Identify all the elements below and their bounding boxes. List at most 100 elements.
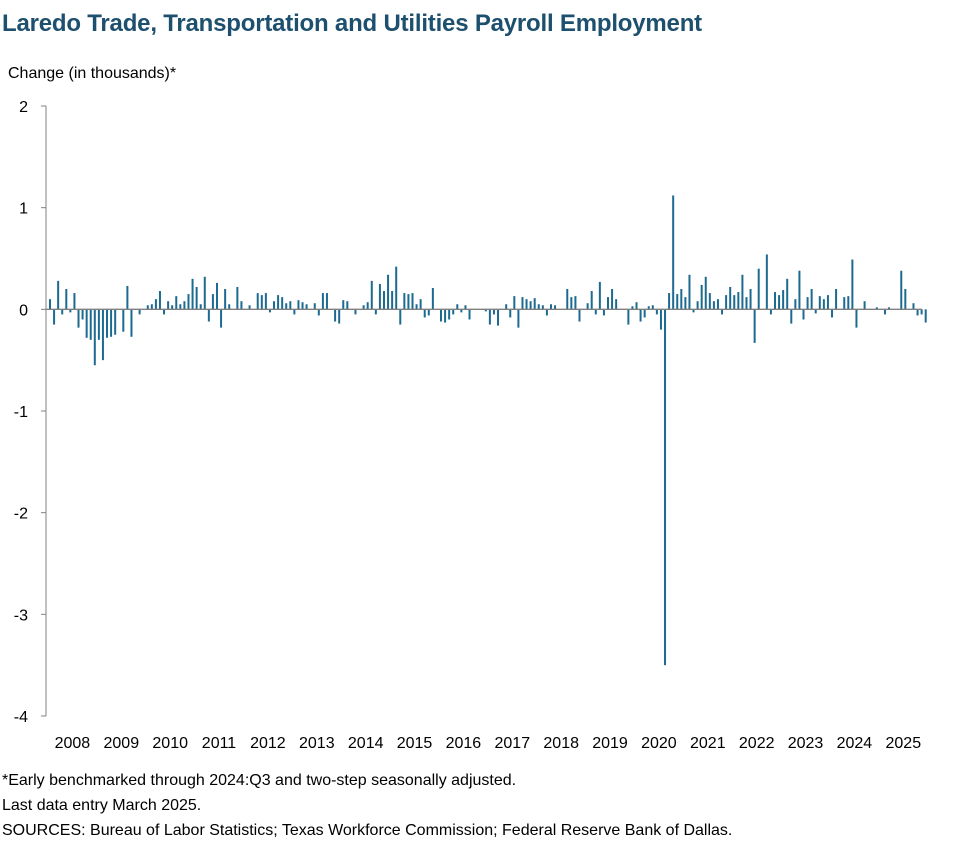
bar	[647, 306, 650, 310]
x-tick-label: 2008	[55, 735, 91, 752]
bar	[61, 309, 64, 315]
chart-title: Laredo Trade, Transportation and Utiliti…	[2, 10, 702, 37]
bar	[700, 284, 703, 310]
bar	[484, 309, 487, 312]
bar	[912, 303, 915, 310]
bar	[810, 289, 813, 310]
bar	[676, 294, 679, 310]
x-tick-label: 2022	[739, 735, 775, 752]
bar	[65, 289, 68, 310]
bar	[729, 286, 732, 310]
bar	[529, 301, 532, 310]
bar	[448, 309, 451, 320]
bar	[847, 296, 850, 310]
bar	[382, 291, 385, 310]
bar	[264, 293, 267, 310]
bar	[916, 309, 919, 316]
bar	[293, 309, 296, 315]
bar	[631, 306, 634, 310]
bar	[741, 274, 744, 310]
bar	[419, 299, 422, 310]
bar	[313, 303, 316, 310]
bar	[778, 295, 781, 310]
bar	[497, 309, 500, 326]
bar	[721, 309, 724, 315]
bar	[655, 309, 658, 315]
y-tick-label: -3	[14, 607, 28, 624]
bar	[549, 304, 552, 310]
bar	[297, 300, 300, 310]
bar	[835, 289, 838, 310]
bar	[179, 304, 182, 310]
bar	[578, 309, 581, 322]
bar	[680, 289, 683, 310]
bar	[488, 309, 491, 325]
bar	[745, 297, 748, 310]
bar	[672, 195, 675, 310]
bar	[187, 294, 190, 310]
y-tick-label: 1	[19, 201, 28, 218]
bar	[203, 276, 206, 310]
bar	[513, 296, 516, 310]
bar	[688, 274, 691, 310]
bar	[362, 305, 365, 310]
bar	[818, 296, 821, 310]
bar	[423, 309, 426, 318]
bar	[277, 295, 280, 310]
bar	[57, 280, 60, 310]
bar	[753, 309, 756, 343]
bar	[725, 295, 728, 310]
bar	[627, 309, 630, 325]
bar	[924, 309, 927, 323]
bar	[826, 295, 829, 310]
bar	[456, 304, 459, 310]
bar	[521, 297, 524, 310]
footnotes: *Early benchmarked through 2024:Q3 and t…	[2, 768, 732, 843]
bar	[260, 295, 263, 310]
bar	[452, 309, 455, 315]
x-tick-label: 2017	[495, 735, 531, 752]
bar	[69, 309, 72, 313]
bar	[334, 309, 337, 322]
bar	[122, 309, 125, 332]
bar	[354, 309, 357, 315]
bar	[822, 299, 825, 310]
bar	[802, 309, 805, 320]
bar	[85, 309, 88, 338]
bar	[798, 270, 801, 310]
x-tick-label: 2009	[104, 735, 140, 752]
footnote-last-entry: Last data entry March 2025.	[2, 797, 202, 814]
bar	[240, 301, 243, 310]
bar	[733, 295, 736, 310]
bar	[757, 268, 760, 310]
bar	[773, 292, 776, 310]
bar	[399, 309, 402, 325]
x-tick-label: 2021	[690, 735, 726, 752]
bar	[256, 293, 259, 310]
x-tick-label: 2012	[250, 735, 286, 752]
bar	[888, 307, 891, 310]
bar	[285, 303, 288, 310]
bar	[708, 293, 711, 310]
bar	[806, 297, 809, 310]
bar	[163, 309, 166, 315]
bar	[366, 302, 369, 310]
bar	[411, 293, 414, 310]
bar	[97, 309, 100, 340]
bar	[171, 305, 174, 310]
bar	[920, 309, 923, 315]
bar	[863, 301, 866, 310]
bar	[130, 309, 133, 337]
bar	[651, 305, 654, 310]
bar	[183, 301, 186, 310]
bar	[403, 293, 406, 310]
x-tick-label: 2024	[837, 735, 873, 752]
bar	[281, 297, 284, 310]
y-tick-label: -4	[14, 709, 28, 726]
bar	[875, 307, 878, 310]
bar	[407, 294, 410, 310]
bar	[395, 266, 398, 310]
bar	[387, 274, 390, 310]
bar	[786, 278, 789, 310]
bar	[224, 289, 227, 310]
